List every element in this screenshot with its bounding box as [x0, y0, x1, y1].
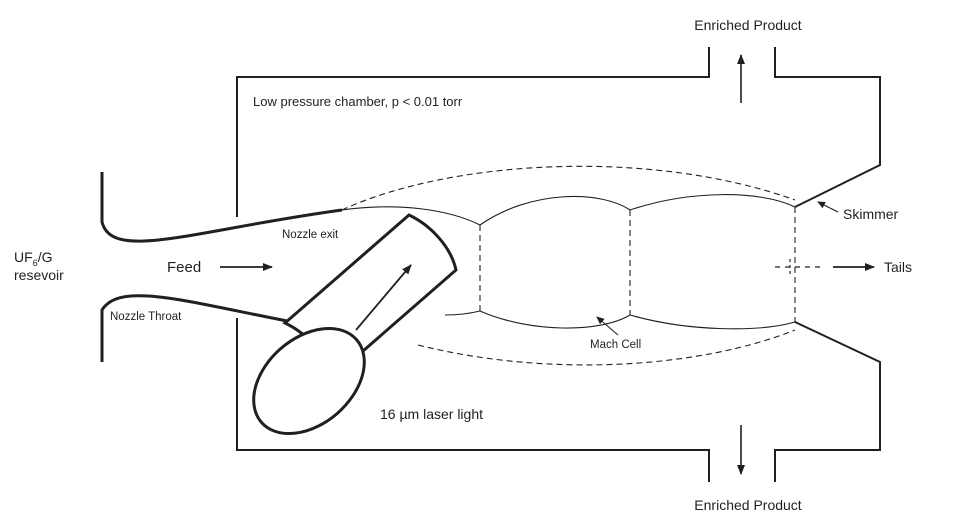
chamber-wall-top-right [774, 47, 881, 208]
skimmer-pointer [817, 201, 839, 213]
label-skimmer: Skimmer [843, 206, 899, 222]
label-laser-light: 16 µm laser light [380, 406, 483, 422]
nozzle [100, 172, 343, 362]
laser-direction-arrow [355, 264, 412, 331]
flow-lower-boundary [444, 310, 796, 330]
label-reservoir-line1: UF6/G [14, 249, 52, 268]
label-chamber: Low pressure chamber, p < 0.01 torr [253, 94, 463, 109]
nozzle-lower-wall [100, 294, 293, 362]
flow-upper-boundary [341, 194, 796, 226]
label-enriched-product-top: Enriched Product [694, 17, 802, 33]
mach-cell-dividers [341, 165, 796, 366]
label-nozzle-exit: Nozzle exit [282, 229, 339, 241]
laser-cylinder [252, 213, 458, 436]
outer-plume-bottom [417, 329, 796, 366]
reservoir-subscript: 6 [33, 258, 38, 268]
outer-plume-top [341, 165, 796, 211]
laser-cylinder-end [252, 326, 366, 436]
label-nozzle-throat: Nozzle Throat [110, 311, 182, 323]
chamber-wall-top-left [236, 47, 710, 217]
chamber-outline [236, 47, 881, 482]
nozzle-upper-wall [100, 172, 343, 243]
label-tails: Tails [884, 259, 912, 275]
chamber-wall-bottom-right [774, 321, 881, 482]
chamber-wall-bottom-left [236, 318, 710, 482]
label-feed: Feed [167, 259, 201, 276]
label-enriched-product-bottom: Enriched Product [694, 497, 802, 513]
flow-cells [341, 194, 796, 330]
label-mach-cell: Mach Cell [590, 339, 641, 351]
label-reservoir-line2: resevoir [14, 267, 64, 283]
mach-cell-pointer [596, 316, 619, 336]
